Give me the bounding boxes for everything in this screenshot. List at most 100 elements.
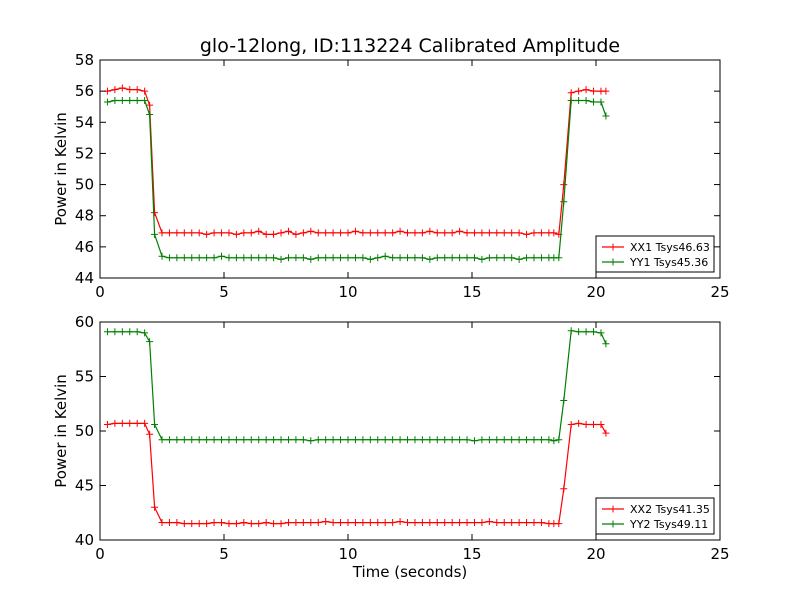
top-series-xx1-point <box>329 229 337 237</box>
bottom-x-tick-label: 20 <box>586 545 605 563</box>
top-series-xx1-point <box>232 230 240 238</box>
top-series-xx1-point <box>515 229 523 237</box>
bottom-series-yy2-point <box>195 436 203 444</box>
bottom-series-yy2-point <box>203 436 211 444</box>
top-series-yy1-point <box>555 254 563 262</box>
bottom-series-yy2-point <box>550 437 558 445</box>
top-x-tick-label: 0 <box>95 283 105 301</box>
top-y-tick-label: 46 <box>75 238 94 256</box>
bottom-series-yy2-point <box>485 436 493 444</box>
top-series-yy1-point <box>133 96 141 104</box>
top-series-xx1-point <box>307 227 315 235</box>
bottom-series-xx2-point <box>515 519 523 527</box>
top-series-xx1-point <box>151 209 159 217</box>
top-y-tick-label: 48 <box>75 207 94 225</box>
top-series-yy1-point <box>374 254 382 262</box>
bottom-series-xx2-point <box>351 519 359 527</box>
top-series-xx1-point <box>478 229 486 237</box>
bottom-series-yy2-point <box>500 436 508 444</box>
bottom-series-yy2-point <box>146 338 154 346</box>
bottom-series-yy2-point <box>389 436 397 444</box>
bottom-series-yy2-point <box>597 329 605 337</box>
top-series-xx1-point <box>195 229 203 237</box>
top-series-yy1-point <box>426 255 434 263</box>
bottom-series-yy2-point <box>255 436 263 444</box>
top-series-yy1-point <box>602 112 610 120</box>
bottom-series-yy2-point <box>359 436 367 444</box>
bottom-series-xx2-point <box>103 420 111 428</box>
bottom-series-xx2-point <box>232 520 240 528</box>
top-legend-label-xx1: XX1 Tsys46.63 <box>630 241 710 254</box>
top-series-xx1-point <box>118 84 126 92</box>
bottom-series-yy2-point <box>515 436 523 444</box>
bottom-series-yy2-point <box>270 436 278 444</box>
top-series-yy1-point <box>141 96 149 104</box>
bottom-series-xx2-point <box>337 519 345 527</box>
bottom-series-xx2-line <box>107 422 607 525</box>
bottom-series-xx2-point <box>567 420 575 428</box>
top-legend-marker-yy1 <box>609 258 617 266</box>
top-series-yy1-point <box>314 254 322 262</box>
top-series-yy1-point <box>515 255 523 263</box>
bottom-series-yy2-point <box>180 436 188 444</box>
top-series-yy1-point <box>567 96 575 104</box>
top-series-xx1-point <box>537 229 545 237</box>
bottom-series-xx2-point <box>118 419 126 427</box>
bottom-series-xx2-point <box>404 519 412 527</box>
bottom-legend-marker-xx2 <box>609 505 617 513</box>
bottom-series-xx2-point <box>195 520 203 528</box>
top-legend-box <box>595 235 715 273</box>
bottom-series-xx2-point <box>478 519 486 527</box>
top-series-yy1-point <box>470 254 478 262</box>
bottom-series-xx2-point <box>374 519 382 527</box>
top-x-tick-label: 5 <box>219 283 229 301</box>
top-series-xx1-point <box>456 227 464 235</box>
bottom-series-xx2-point <box>418 519 426 527</box>
top-series-xx1-point <box>351 227 359 235</box>
bottom-series-xx2-point <box>500 519 508 527</box>
top-legend-label-yy1: YY1 Tsys45.36 <box>629 256 708 269</box>
top-series-xx1-point <box>523 230 531 238</box>
bottom-series-yy2-point <box>126 328 134 336</box>
bottom-series-xx2-point <box>523 519 531 527</box>
bottom-series-xx2-point <box>555 520 563 528</box>
bottom-series-xx2-point <box>180 520 188 528</box>
bottom-series-xx2-point <box>225 520 233 528</box>
bottom-x-tick-label: 25 <box>710 545 729 563</box>
top-legend-marker-xx1 <box>609 243 617 251</box>
bottom-series-xx2-point <box>344 519 352 527</box>
top-series-xx1-point <box>493 229 501 237</box>
top-series-xx1-point <box>411 229 419 237</box>
bottom-series-yy2-point <box>158 436 166 444</box>
top-series-xx1-point <box>337 229 345 237</box>
bottom-series-xx2-point <box>411 519 419 527</box>
bottom-x-tick-label: 10 <box>338 545 357 563</box>
top-series-xx1-point <box>314 229 322 237</box>
top-series-yy1-point <box>433 254 441 262</box>
top-series-yy1-point <box>418 254 426 262</box>
bottom-series-yy2-point <box>218 436 226 444</box>
top-series-xx1-point <box>366 229 374 237</box>
top-series-xx1-point <box>173 229 181 237</box>
bottom-series-yy2-point <box>188 436 196 444</box>
bottom-series-yy2-point <box>284 436 292 444</box>
top-series-xx1-point <box>133 86 141 94</box>
top-series-yy1-point <box>396 254 404 262</box>
bottom-series-yy2-point <box>247 436 255 444</box>
top-series-xx1-point <box>426 227 434 235</box>
top-series-yy1-point <box>351 254 359 262</box>
bottom-series-yy2-point <box>560 396 568 404</box>
top-series-yy1-point <box>597 98 605 106</box>
bottom-series-xx2-point <box>270 520 278 528</box>
bottom-series-yy2-point <box>396 436 404 444</box>
top-series-yy1-point <box>103 98 111 106</box>
top-series-yy1-point <box>126 96 134 104</box>
bottom-series-xx2-point <box>560 485 568 493</box>
bottom-y-tick-label: 50 <box>75 422 94 440</box>
top-series-xx1-point <box>470 229 478 237</box>
bottom-series-yy2-point <box>314 436 322 444</box>
bottom-series-xx2-point <box>111 419 119 427</box>
top-series-yy1-point <box>329 254 337 262</box>
bottom-series-yy2-point <box>575 328 583 336</box>
top-series-yy1-point <box>270 254 278 262</box>
